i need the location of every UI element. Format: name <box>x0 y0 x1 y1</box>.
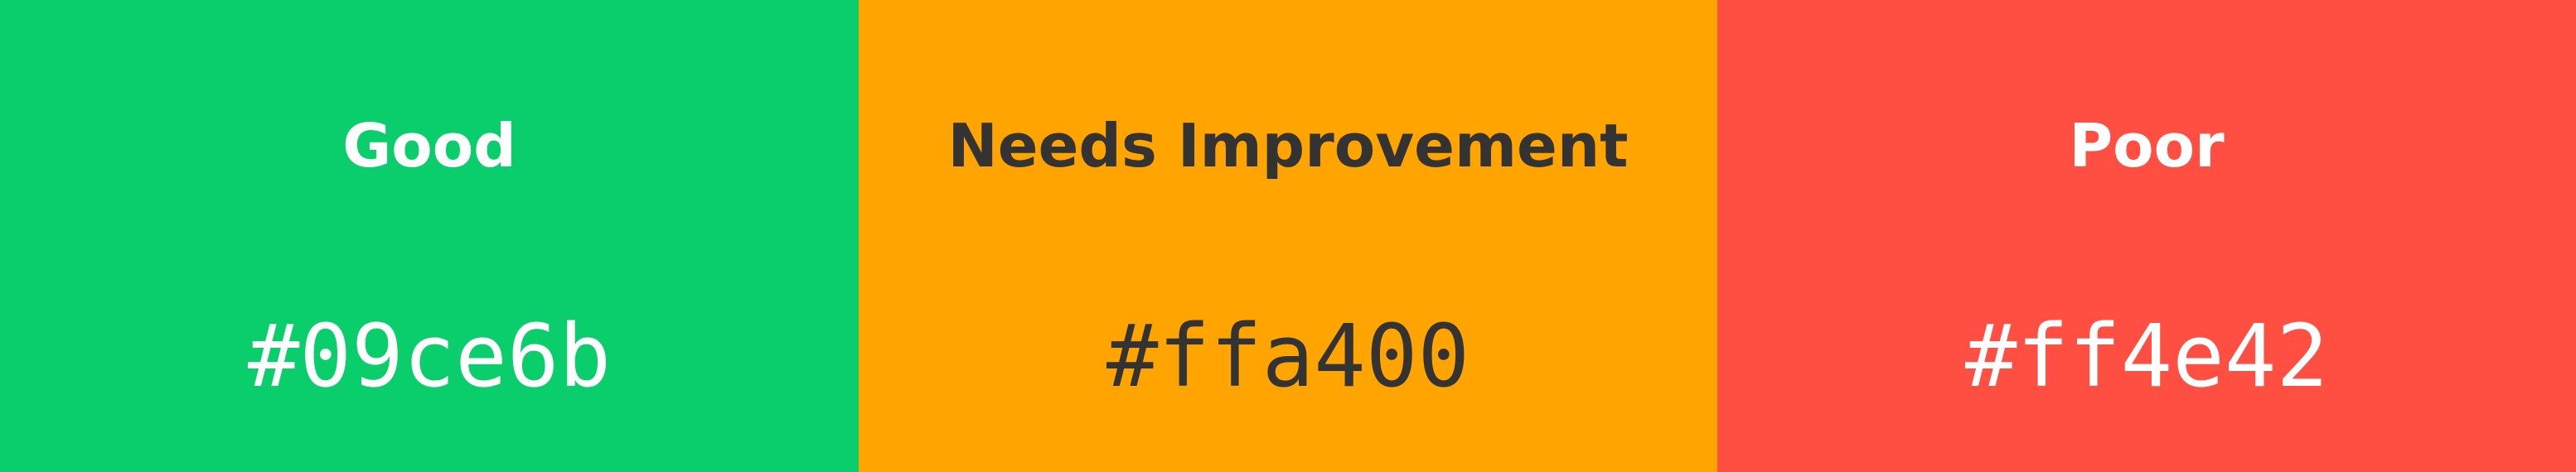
swatch-label: Poor <box>2069 111 2225 181</box>
swatch-needs-improvement: Needs Improvement #ffa400 <box>859 0 1717 472</box>
swatch-poor: Poor #ff4e42 <box>1717 0 2576 472</box>
swatch-label: Needs Improvement <box>947 111 1629 181</box>
swatch-label: Good <box>342 111 516 181</box>
swatch-good: Good #09ce6b <box>0 0 859 472</box>
swatch-hex-code: #ff4e42 <box>1964 306 2329 407</box>
swatch-hex-code: #09ce6b <box>247 306 612 407</box>
swatch-hex-code: #ffa400 <box>1106 306 1470 407</box>
